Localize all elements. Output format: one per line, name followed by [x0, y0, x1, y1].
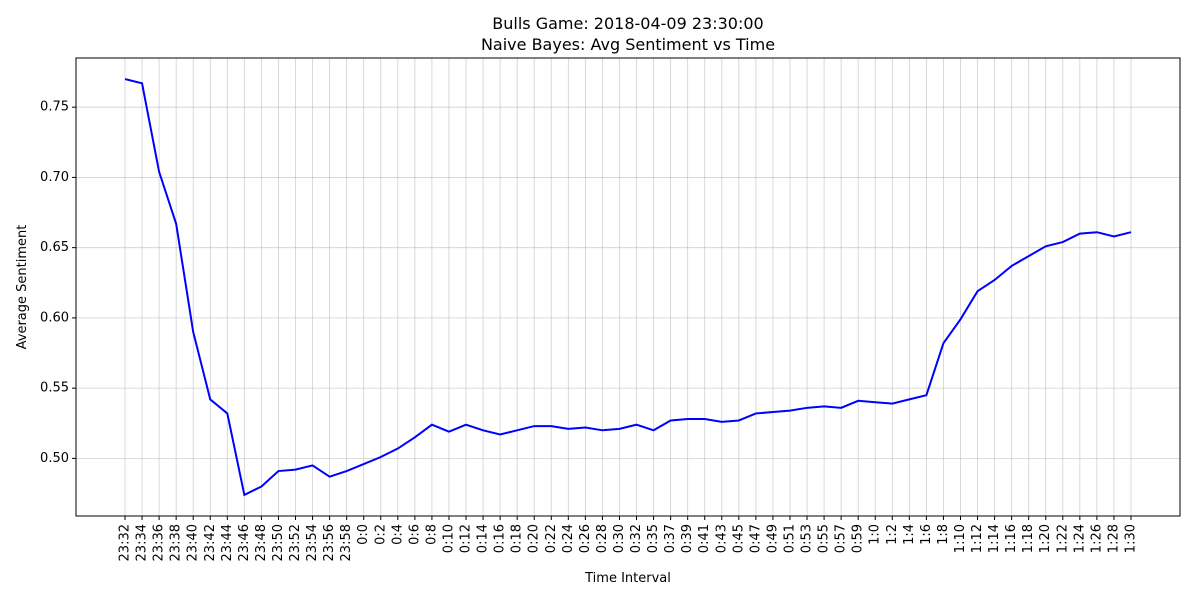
plot-area — [75, 57, 1181, 517]
x-tick-label: 23:48 — [254, 524, 269, 561]
x-tick-label: 23:56 — [322, 524, 337, 561]
x-tick-label: 23:58 — [339, 524, 354, 561]
x-tick-label: 0:4 — [390, 524, 405, 545]
x-tick-label: 0:24 — [561, 524, 576, 553]
x-tick-label: 1:20 — [1038, 524, 1053, 553]
x-tick-label: 0:18 — [510, 524, 525, 553]
x-tick-label: 0:26 — [578, 524, 593, 553]
y-tick-label: 0.75 — [40, 100, 69, 115]
x-tick-label: 1:2 — [885, 524, 900, 545]
x-tick-label: 1:26 — [1089, 524, 1104, 553]
x-tick-label: 1:14 — [987, 524, 1002, 553]
x-tick-label: 1:0 — [868, 524, 883, 545]
x-tick-label: 0:49 — [765, 524, 780, 553]
x-tick-label: 0:51 — [782, 524, 797, 553]
x-tick-label: 1:16 — [1004, 524, 1019, 553]
x-tick-label: 0:14 — [476, 524, 491, 553]
x-tick-label: 0:22 — [544, 524, 559, 553]
x-tick-label: 23:42 — [203, 524, 218, 561]
x-tick-label: 23:36 — [152, 524, 167, 561]
x-tick-label: 0:37 — [663, 524, 678, 553]
x-tick-label: 0:2 — [373, 524, 388, 545]
x-tick-label: 1:30 — [1124, 524, 1139, 553]
x-tick-label: 0:35 — [646, 524, 661, 553]
y-tick-label: 0.65 — [40, 240, 69, 255]
y-tick-label: 0.50 — [40, 451, 69, 466]
chart-title: Bulls Game: 2018-04-09 23:30:00 — [492, 14, 763, 33]
x-tick-label: 0:10 — [441, 524, 456, 553]
x-tick-label: 23:54 — [305, 524, 320, 561]
y-tick-label: 0.70 — [40, 170, 69, 185]
x-tick-label: 0:45 — [731, 524, 746, 553]
x-tick-label: 0:30 — [612, 524, 627, 553]
ticks: 23:32 23:34 23:36 23:38 23:40 23:42 23:44 23:46… — [40, 100, 1138, 562]
x-tick-label: 23:44 — [220, 524, 235, 561]
y-tick-label: 0.55 — [40, 381, 69, 396]
x-tick-label: 0:55 — [817, 524, 832, 553]
chart-subtitle: Naive Bayes: Avg Sentiment vs Time — [481, 35, 775, 54]
x-tick-label: 0:47 — [748, 524, 763, 553]
x-tick-label: 23:50 — [271, 524, 286, 561]
x-tick-label: 1:6 — [919, 524, 934, 545]
x-tick-label: 0:39 — [680, 524, 695, 553]
x-tick-label: 0:57 — [834, 524, 849, 553]
x-tick-label: 0:28 — [595, 524, 610, 553]
x-tick-label: 0:41 — [697, 524, 712, 553]
x-tick-label: 23:34 — [135, 524, 150, 561]
grid — [76, 58, 1180, 516]
x-tick-label: 0:53 — [800, 524, 815, 553]
x-tick-label: 0:59 — [851, 524, 866, 553]
x-tick-label: 0:12 — [459, 524, 474, 553]
x-tick-label: 0:6 — [407, 524, 422, 545]
x-tick-label: 1:12 — [970, 524, 985, 553]
x-tick-label: 1:10 — [953, 524, 968, 553]
x-tick-label: 23:46 — [237, 524, 252, 561]
x-tick-label: 0:8 — [424, 524, 439, 545]
y-axis-label: Average Sentiment — [15, 225, 30, 350]
x-tick-label: 23:52 — [288, 524, 303, 561]
x-tick-label: 1:18 — [1021, 524, 1036, 553]
x-tick-label: 1:24 — [1072, 524, 1087, 553]
x-tick-label: 0:0 — [356, 524, 371, 545]
x-tick-label: 23:38 — [169, 524, 184, 561]
x-tick-label: 23:32 — [118, 524, 133, 561]
x-tick-label: 0:20 — [527, 524, 542, 553]
x-tick-label: 0:32 — [629, 524, 644, 553]
x-tick-label: 0:43 — [714, 524, 729, 553]
x-tick-label: 0:16 — [493, 524, 508, 553]
x-axis-label: Time Interval — [584, 571, 671, 586]
x-tick-label: 1:8 — [936, 524, 951, 545]
x-tick-label: 1:4 — [902, 524, 917, 545]
series-line — [124, 78, 1132, 497]
x-tick-label: 1:22 — [1055, 524, 1070, 553]
x-tick-label: 1:28 — [1106, 524, 1121, 553]
x-tick-label: 23:40 — [186, 524, 201, 561]
y-tick-label: 0.60 — [40, 310, 69, 325]
